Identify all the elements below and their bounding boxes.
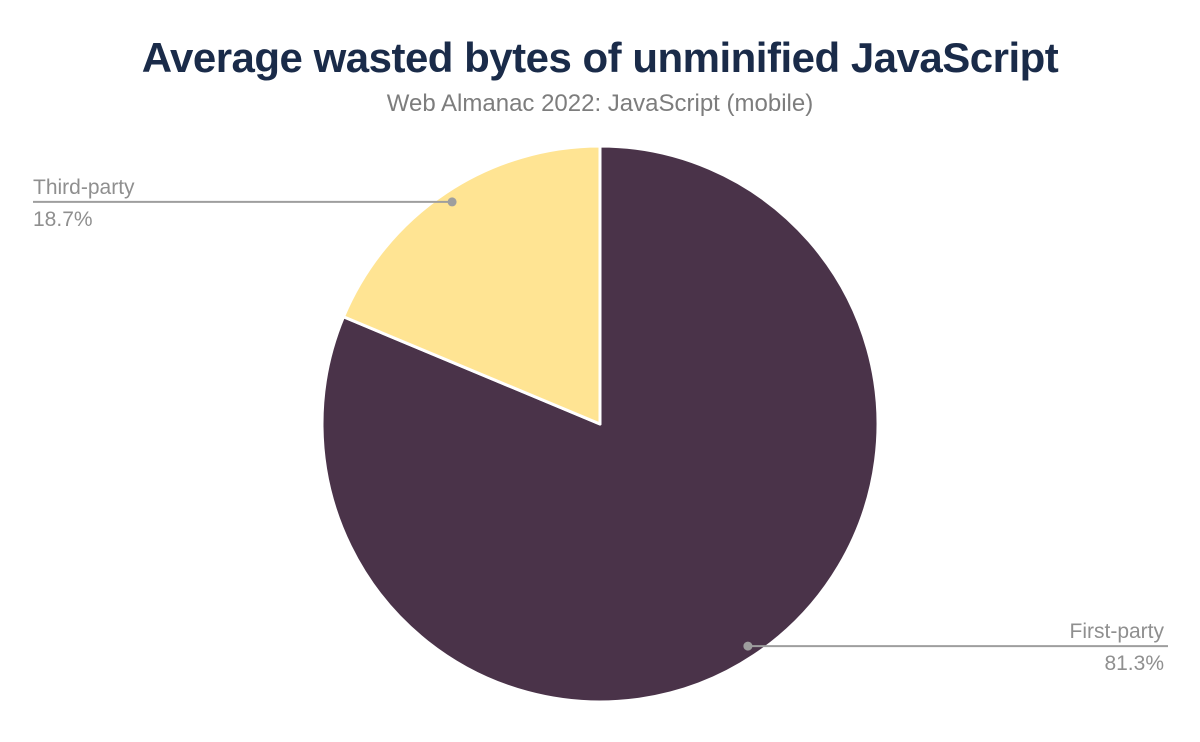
- pie-slices-group: [320, 144, 880, 704]
- callout-dot-third-party: [447, 197, 457, 207]
- chart-title: Average wasted bytes of unminified JavaS…: [141, 34, 1059, 81]
- slice-value-third-party: 18.7%: [33, 208, 93, 231]
- pie-callouts-group: First-party 81.3% Third-party 18.7%: [33, 176, 1168, 675]
- pie-slice-third-party[interactable]: [342, 144, 602, 426]
- pie-slice-first-party[interactable]: [320, 144, 880, 704]
- slice-label-first-party: First-party: [1070, 620, 1165, 643]
- callout-dot-first-party: [743, 641, 753, 651]
- slice-value-first-party: 81.3%: [1104, 652, 1164, 675]
- slice-label-third-party: Third-party: [33, 176, 135, 199]
- chart-subtitle: Web Almanac 2022: JavaScript (mobile): [386, 90, 814, 117]
